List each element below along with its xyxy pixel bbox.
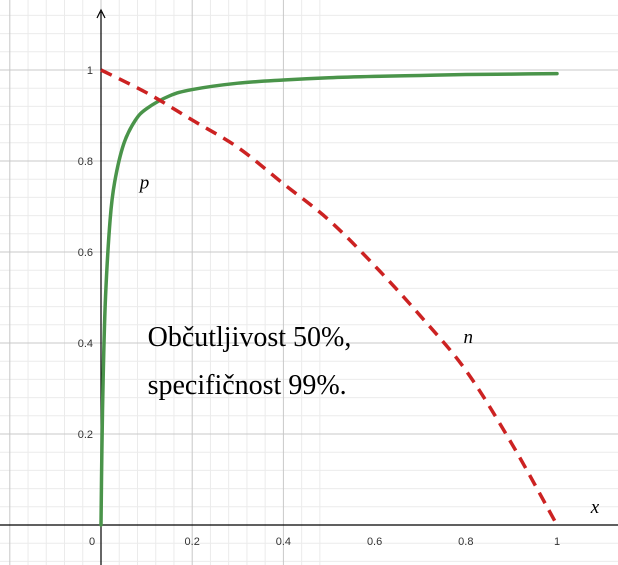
y-axis-arrow-icon bbox=[96, 8, 106, 19]
annotation-line: specifičnost 99%. bbox=[148, 370, 347, 401]
series-p-curve bbox=[99, 71, 559, 527]
x-tick-label: 0 bbox=[89, 536, 95, 548]
series-n-curve bbox=[100, 68, 559, 526]
tick-labels: 0 0.2 0.4 0.6 0.8 1 0.2 0.4 0.6 0.8 1 x bbox=[78, 65, 600, 548]
y-tick-label: 0.6 bbox=[78, 247, 93, 259]
x-tick-label: 0.8 bbox=[458, 536, 473, 548]
y-tick-label: 1 bbox=[87, 65, 93, 77]
x-tick-label: 0.4 bbox=[276, 536, 291, 548]
labels-layer: p n Občutljivost 50%, specifičnost 99%. bbox=[138, 172, 473, 401]
axes bbox=[0, 8, 618, 565]
y-tick-label: 0.4 bbox=[78, 338, 93, 350]
curve-label-p: p bbox=[138, 172, 150, 193]
series-layer bbox=[99, 68, 559, 527]
x-tick-label: 0.2 bbox=[185, 536, 200, 548]
annotation-line: Občutljivost 50%, bbox=[148, 322, 352, 353]
x-tick-label: 1 bbox=[554, 536, 560, 548]
curve-label-n: n bbox=[464, 327, 474, 348]
x-axis-label: x bbox=[590, 497, 600, 518]
y-tick-label: 0.2 bbox=[78, 429, 93, 441]
x-tick-label: 0.6 bbox=[367, 536, 382, 548]
y-tick-label: 0.8 bbox=[78, 156, 93, 168]
